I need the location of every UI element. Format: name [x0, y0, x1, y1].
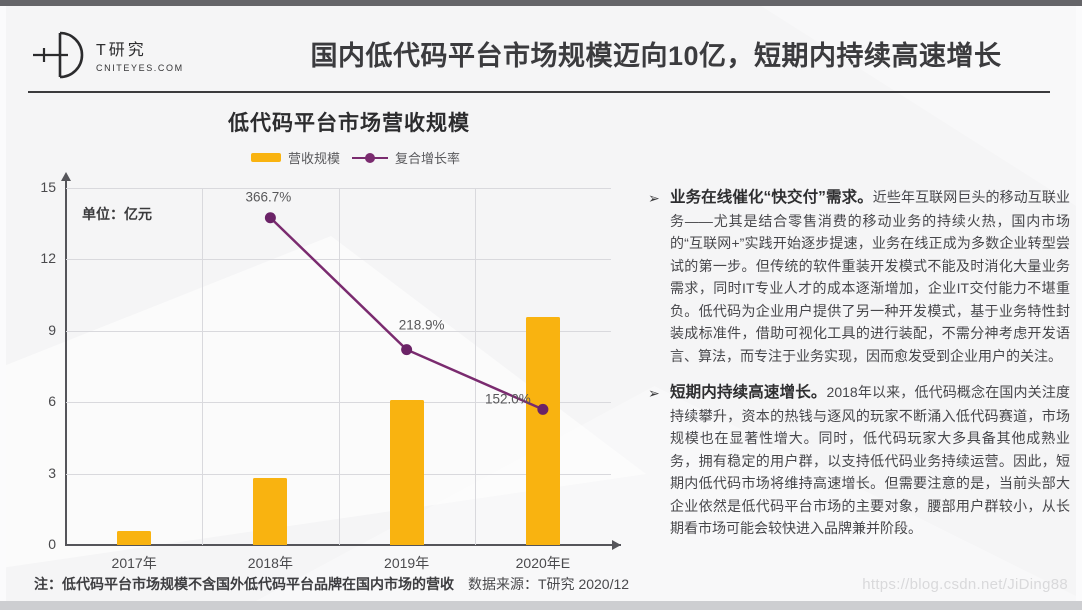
chart-title: 低代码平台市场营收规模: [228, 112, 470, 135]
revenue-bar-2017年: [117, 530, 152, 545]
bullet-body: 近些年互联网巨头的移动互联业务——尤其是结合零售消费的移动业务的持续火热，国内市…: [670, 189, 1070, 364]
logo-name: T研究: [96, 42, 147, 59]
gridline-vertical: [338, 188, 340, 545]
top-edge-strip: [0, 0, 1082, 6]
page-title: 国内低代码平台市场规模迈向10亿，短期内持续高速增长: [310, 41, 1002, 71]
bullet-paragraph: ➢ 短期内持续高速增长。2018年以来，低代码概念在国内关注度持续攀升，资本的热钱…: [648, 381, 1070, 540]
y-axis-tick-label: 0: [48, 536, 56, 552]
legend-item-bar: 营收规模: [251, 148, 340, 167]
arrow-bullet-icon: ➢: [648, 385, 660, 401]
unit-label: 单位：亿元: [82, 206, 152, 222]
growth-line-series: [264, 212, 549, 415]
y-axis-tick-label: 6: [48, 393, 56, 410]
gridline-vertical: [202, 188, 204, 545]
header-divider: [28, 91, 1050, 93]
gridline-vertical: [474, 188, 476, 545]
y-axis-tick-label: 9: [48, 321, 56, 338]
x-axis-line: [65, 544, 621, 546]
bottom-edge-strip: [0, 601, 1082, 610]
chart-legend: 营收规模 复合增长率: [251, 148, 460, 167]
line-marker: [264, 212, 276, 224]
y-axis-tick-label: 15: [40, 179, 56, 195]
data-source: 数据来源：T研究 2020/12: [468, 576, 630, 592]
revenue-bar-2020年E: [525, 316, 560, 545]
bullet-body: 2018年以来，低代码概念在国内关注度持续攀升，资本的热钱与逐风的玩家不断涌入低…: [670, 384, 1070, 536]
x-axis-tick-label: 2017年: [111, 555, 157, 571]
y-axis-tick-label: 12: [40, 250, 56, 267]
bullet-lead: 业务在线催化“快交付”需求。: [670, 189, 873, 206]
y-axis-line: [65, 180, 67, 546]
logo-text: T研究 CNITEYES.COM: [96, 36, 184, 73]
footnote: 注：低代码平台市场规模不含国外低代码平台品牌在国内市场的营收: [34, 576, 454, 592]
legend-item-line: 复合增长率: [352, 148, 460, 167]
commentary-panel: ➢ 业务在线催化“快交付”需求。近些年互联网巨头的移动互联业务——尤其是结合零售消…: [648, 186, 1070, 554]
x-axis-tick-label: 2020年E: [515, 555, 571, 571]
x-axis-arrow-icon: [612, 540, 621, 550]
company-logo: T研究 CNITEYES.COM: [30, 26, 220, 82]
legend-line-swatch: [352, 152, 389, 163]
y-axis-arrow-icon: [61, 172, 71, 181]
growth-rate-label: 366.7%: [245, 189, 292, 205]
growth-rate-label: 218.9%: [398, 317, 445, 333]
x-axis-tick-label: 2018年: [247, 555, 293, 571]
growth-rate-label: 152.0%: [484, 391, 531, 407]
legend-label: 营收规模: [288, 151, 341, 166]
line-marker: [537, 403, 549, 415]
bullet-lead: 短期内持续高速增长。: [670, 384, 827, 401]
logo-crosshair-d-icon: [33, 31, 84, 79]
legend-bar-swatch: [251, 153, 281, 162]
watermark-url: https://blog.csdn.net/JiDing88: [862, 576, 1068, 593]
x-axis-tick-label: 2019年: [384, 555, 430, 571]
logo-subtitle: CNITEYES.COM: [96, 63, 184, 73]
bullet-paragraph: ➢ 业务在线催化“快交付”需求。近些年互联网巨头的移动互联业务——尤其是结合零售消…: [648, 186, 1070, 367]
plot-area: 单位：亿元 0 3 6 9 12 15 2017年 2018年 2019年 2020年E 366.7…: [40, 172, 621, 571]
y-axis-tick-label: 3: [48, 464, 56, 481]
line-marker: [401, 344, 413, 356]
revenue-bar-2019年: [389, 399, 424, 545]
slide: T研究 CNITEYES.COM 国内低代码平台市场规模迈向10亿，短期内持续高…: [6, 6, 1076, 601]
revenue-bar-2018年: [253, 478, 288, 545]
arrow-bullet-icon: ➢: [648, 190, 660, 206]
legend-label: 复合增长率: [395, 151, 461, 166]
